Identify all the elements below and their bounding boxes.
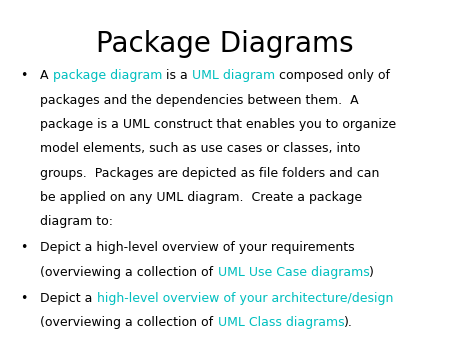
Text: is a: is a (162, 69, 192, 82)
Text: UML Use Case diagrams: UML Use Case diagrams (218, 266, 369, 279)
Text: package diagram: package diagram (53, 69, 162, 82)
Text: Depict a high-level overview of your requirements: Depict a high-level overview of your req… (40, 241, 355, 254)
Text: ).: ). (344, 316, 353, 329)
Text: A: A (40, 69, 53, 82)
Text: Depict a: Depict a (40, 292, 97, 305)
Text: model elements, such as use cases or classes, into: model elements, such as use cases or cla… (40, 142, 361, 155)
Text: composed only of: composed only of (275, 69, 390, 82)
Text: UML Class diagrams: UML Class diagrams (218, 316, 344, 329)
Text: UML diagram: UML diagram (192, 69, 275, 82)
Text: groups.  Packages are depicted as file folders and can: groups. Packages are depicted as file fo… (40, 167, 380, 179)
Text: (overviewing a collection of: (overviewing a collection of (40, 316, 218, 329)
Text: diagram to:: diagram to: (40, 215, 113, 228)
Text: •: • (20, 69, 27, 82)
Text: •: • (20, 241, 27, 254)
Text: package is a UML construct that enables you to organize: package is a UML construct that enables … (40, 118, 396, 131)
Text: Package Diagrams: Package Diagrams (96, 30, 354, 58)
Text: high-level overview of your architecture/design: high-level overview of your architecture… (97, 292, 393, 305)
Text: (overviewing a collection of: (overviewing a collection of (40, 266, 218, 279)
Text: ): ) (369, 266, 374, 279)
Text: be applied on any UML diagram.  Create a package: be applied on any UML diagram. Create a … (40, 191, 363, 204)
Text: packages and the dependencies between them.  A: packages and the dependencies between th… (40, 94, 359, 106)
Text: •: • (20, 292, 27, 305)
